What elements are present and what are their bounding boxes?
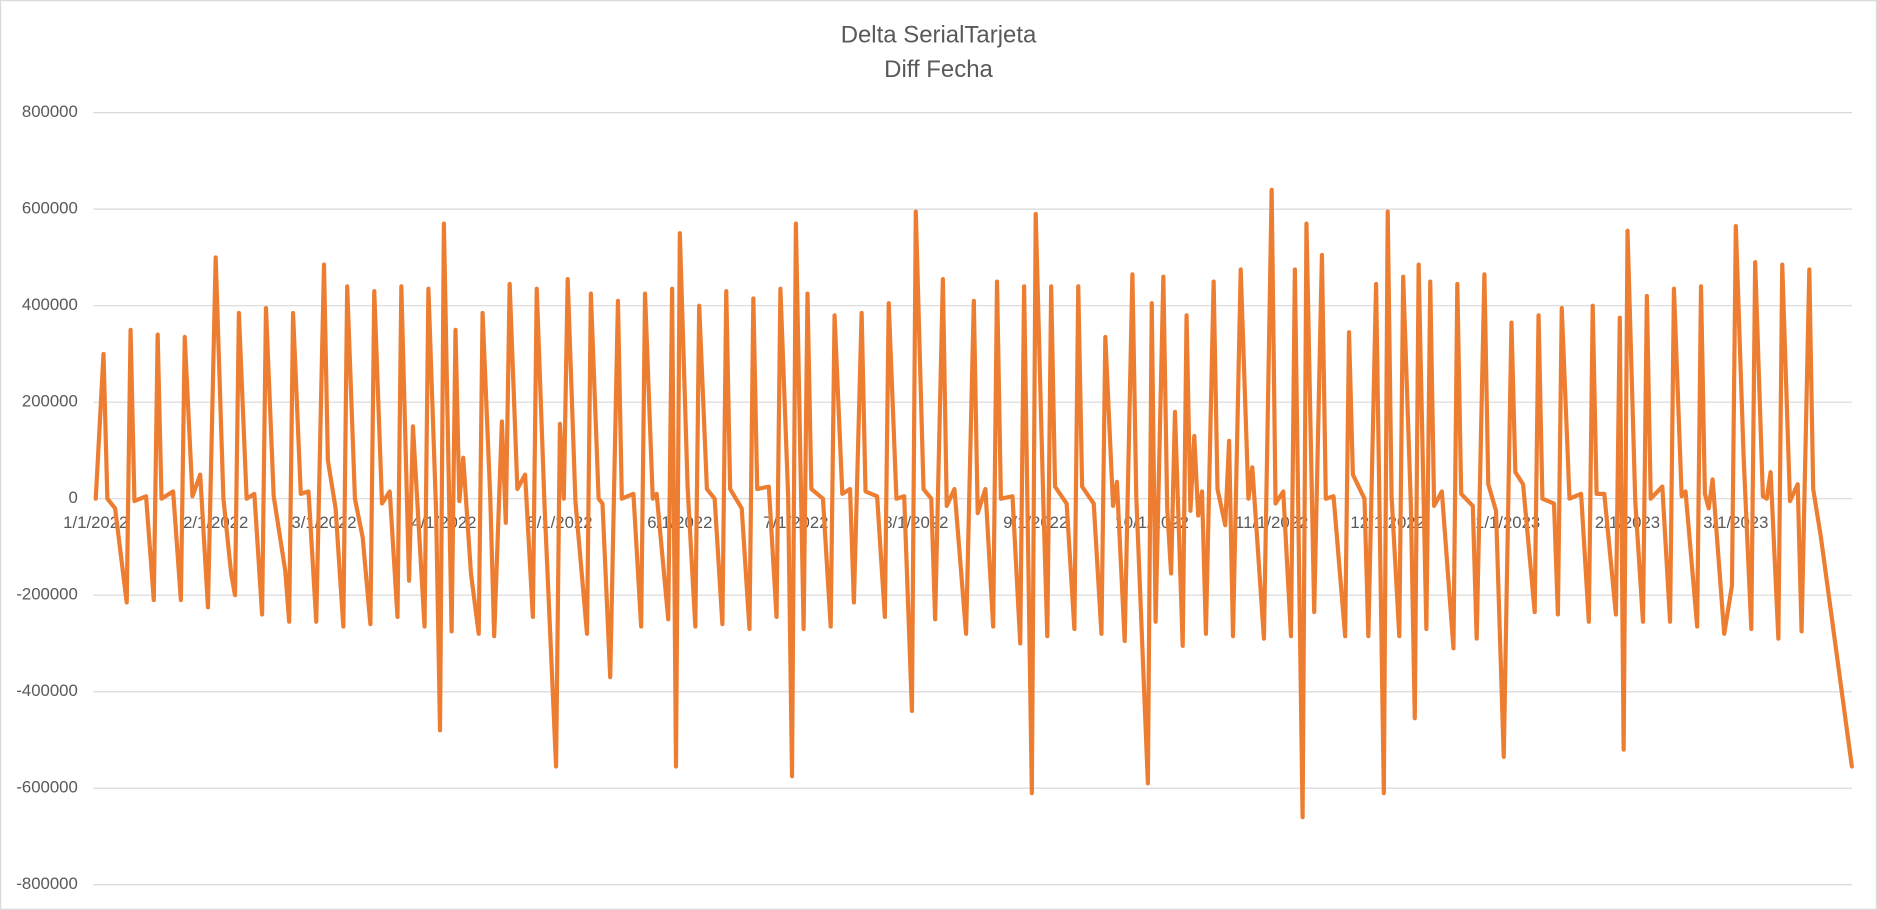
x-tick-label: 11/1/2022 bbox=[1235, 513, 1308, 532]
y-tick-label: -600000 bbox=[16, 778, 77, 797]
chart-subtitle: Diff Fecha bbox=[884, 56, 993, 83]
y-tick-label: -200000 bbox=[16, 585, 77, 604]
x-tick-label: 2/1/2022 bbox=[183, 513, 248, 532]
y-tick-label: 400000 bbox=[22, 295, 78, 314]
x-tick-label: 3/1/2022 bbox=[291, 513, 356, 532]
y-tick-label: 600000 bbox=[22, 199, 78, 218]
y-tick-label: -800000 bbox=[16, 874, 77, 893]
x-tick-label: 1/1/2022 bbox=[63, 513, 128, 532]
y-tick-label: 0 bbox=[68, 488, 77, 507]
x-tick-label: 3/1/2023 bbox=[1703, 513, 1768, 532]
y-tick-label: 800000 bbox=[22, 102, 78, 121]
data-line bbox=[93, 187, 1854, 820]
y-tick-label: -400000 bbox=[16, 681, 77, 700]
y-tick-label: 200000 bbox=[22, 392, 78, 411]
chart-title: Delta SerialTarjeta bbox=[841, 21, 1037, 48]
